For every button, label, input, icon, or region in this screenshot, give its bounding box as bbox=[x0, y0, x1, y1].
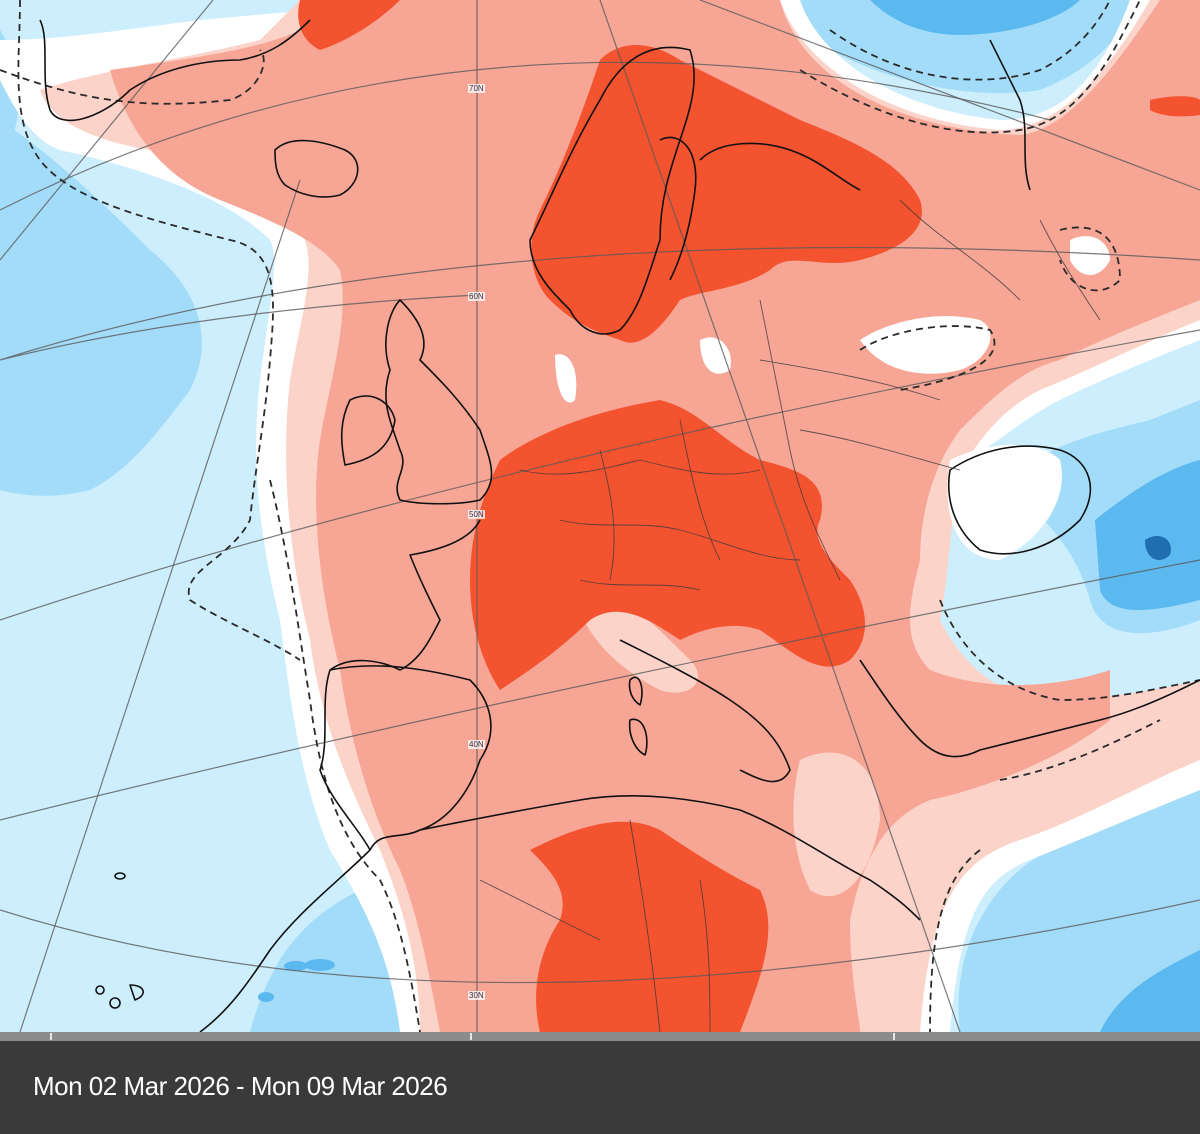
latitude-label-50n: 50N bbox=[468, 510, 485, 519]
date-range-label: Mon 02 Mar 2026 - Mon 09 Mar 2026 bbox=[33, 1071, 448, 1101]
latitude-label-30n: 30N bbox=[468, 991, 485, 1000]
caption-bar: Mon 02 Mar 2026 - Mon 09 Mar 2026 bbox=[0, 1041, 1200, 1134]
anomaly-map-svg bbox=[0, 0, 1200, 1032]
latitude-label-60n: 60N bbox=[468, 292, 485, 301]
timeline-tick[interactable] bbox=[50, 1033, 52, 1040]
timeline-slider[interactable] bbox=[0, 1032, 1200, 1041]
anomaly-map: 70N 60N 50N 40N 30N bbox=[0, 0, 1200, 1032]
latitude-label-70n: 70N bbox=[468, 84, 485, 93]
timeline-tick[interactable] bbox=[893, 1033, 895, 1040]
latitude-label-40n: 40N bbox=[468, 740, 485, 749]
timeline-tick[interactable] bbox=[470, 1033, 472, 1040]
